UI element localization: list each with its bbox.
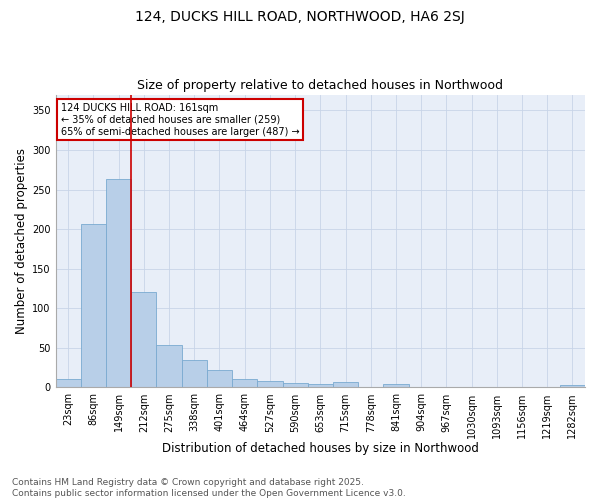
Bar [308,384,333,388]
Bar [56,379,81,388]
Bar [560,385,585,388]
Bar [207,370,232,388]
Bar [232,379,257,388]
Bar [106,180,131,388]
Y-axis label: Number of detached properties: Number of detached properties [15,148,28,334]
Bar [383,384,409,388]
Title: Size of property relative to detached houses in Northwood: Size of property relative to detached ho… [137,79,503,92]
Bar [81,224,106,388]
Bar [283,382,308,388]
Text: 124, DUCKS HILL ROAD, NORTHWOOD, HA6 2SJ: 124, DUCKS HILL ROAD, NORTHWOOD, HA6 2SJ [135,10,465,24]
Bar [157,344,182,388]
Bar [333,382,358,388]
Bar [131,292,157,388]
X-axis label: Distribution of detached houses by size in Northwood: Distribution of detached houses by size … [162,442,479,455]
Bar [257,381,283,388]
Bar [182,360,207,388]
Text: Contains HM Land Registry data © Crown copyright and database right 2025.
Contai: Contains HM Land Registry data © Crown c… [12,478,406,498]
Text: 124 DUCKS HILL ROAD: 161sqm
← 35% of detached houses are smaller (259)
65% of se: 124 DUCKS HILL ROAD: 161sqm ← 35% of det… [61,104,299,136]
